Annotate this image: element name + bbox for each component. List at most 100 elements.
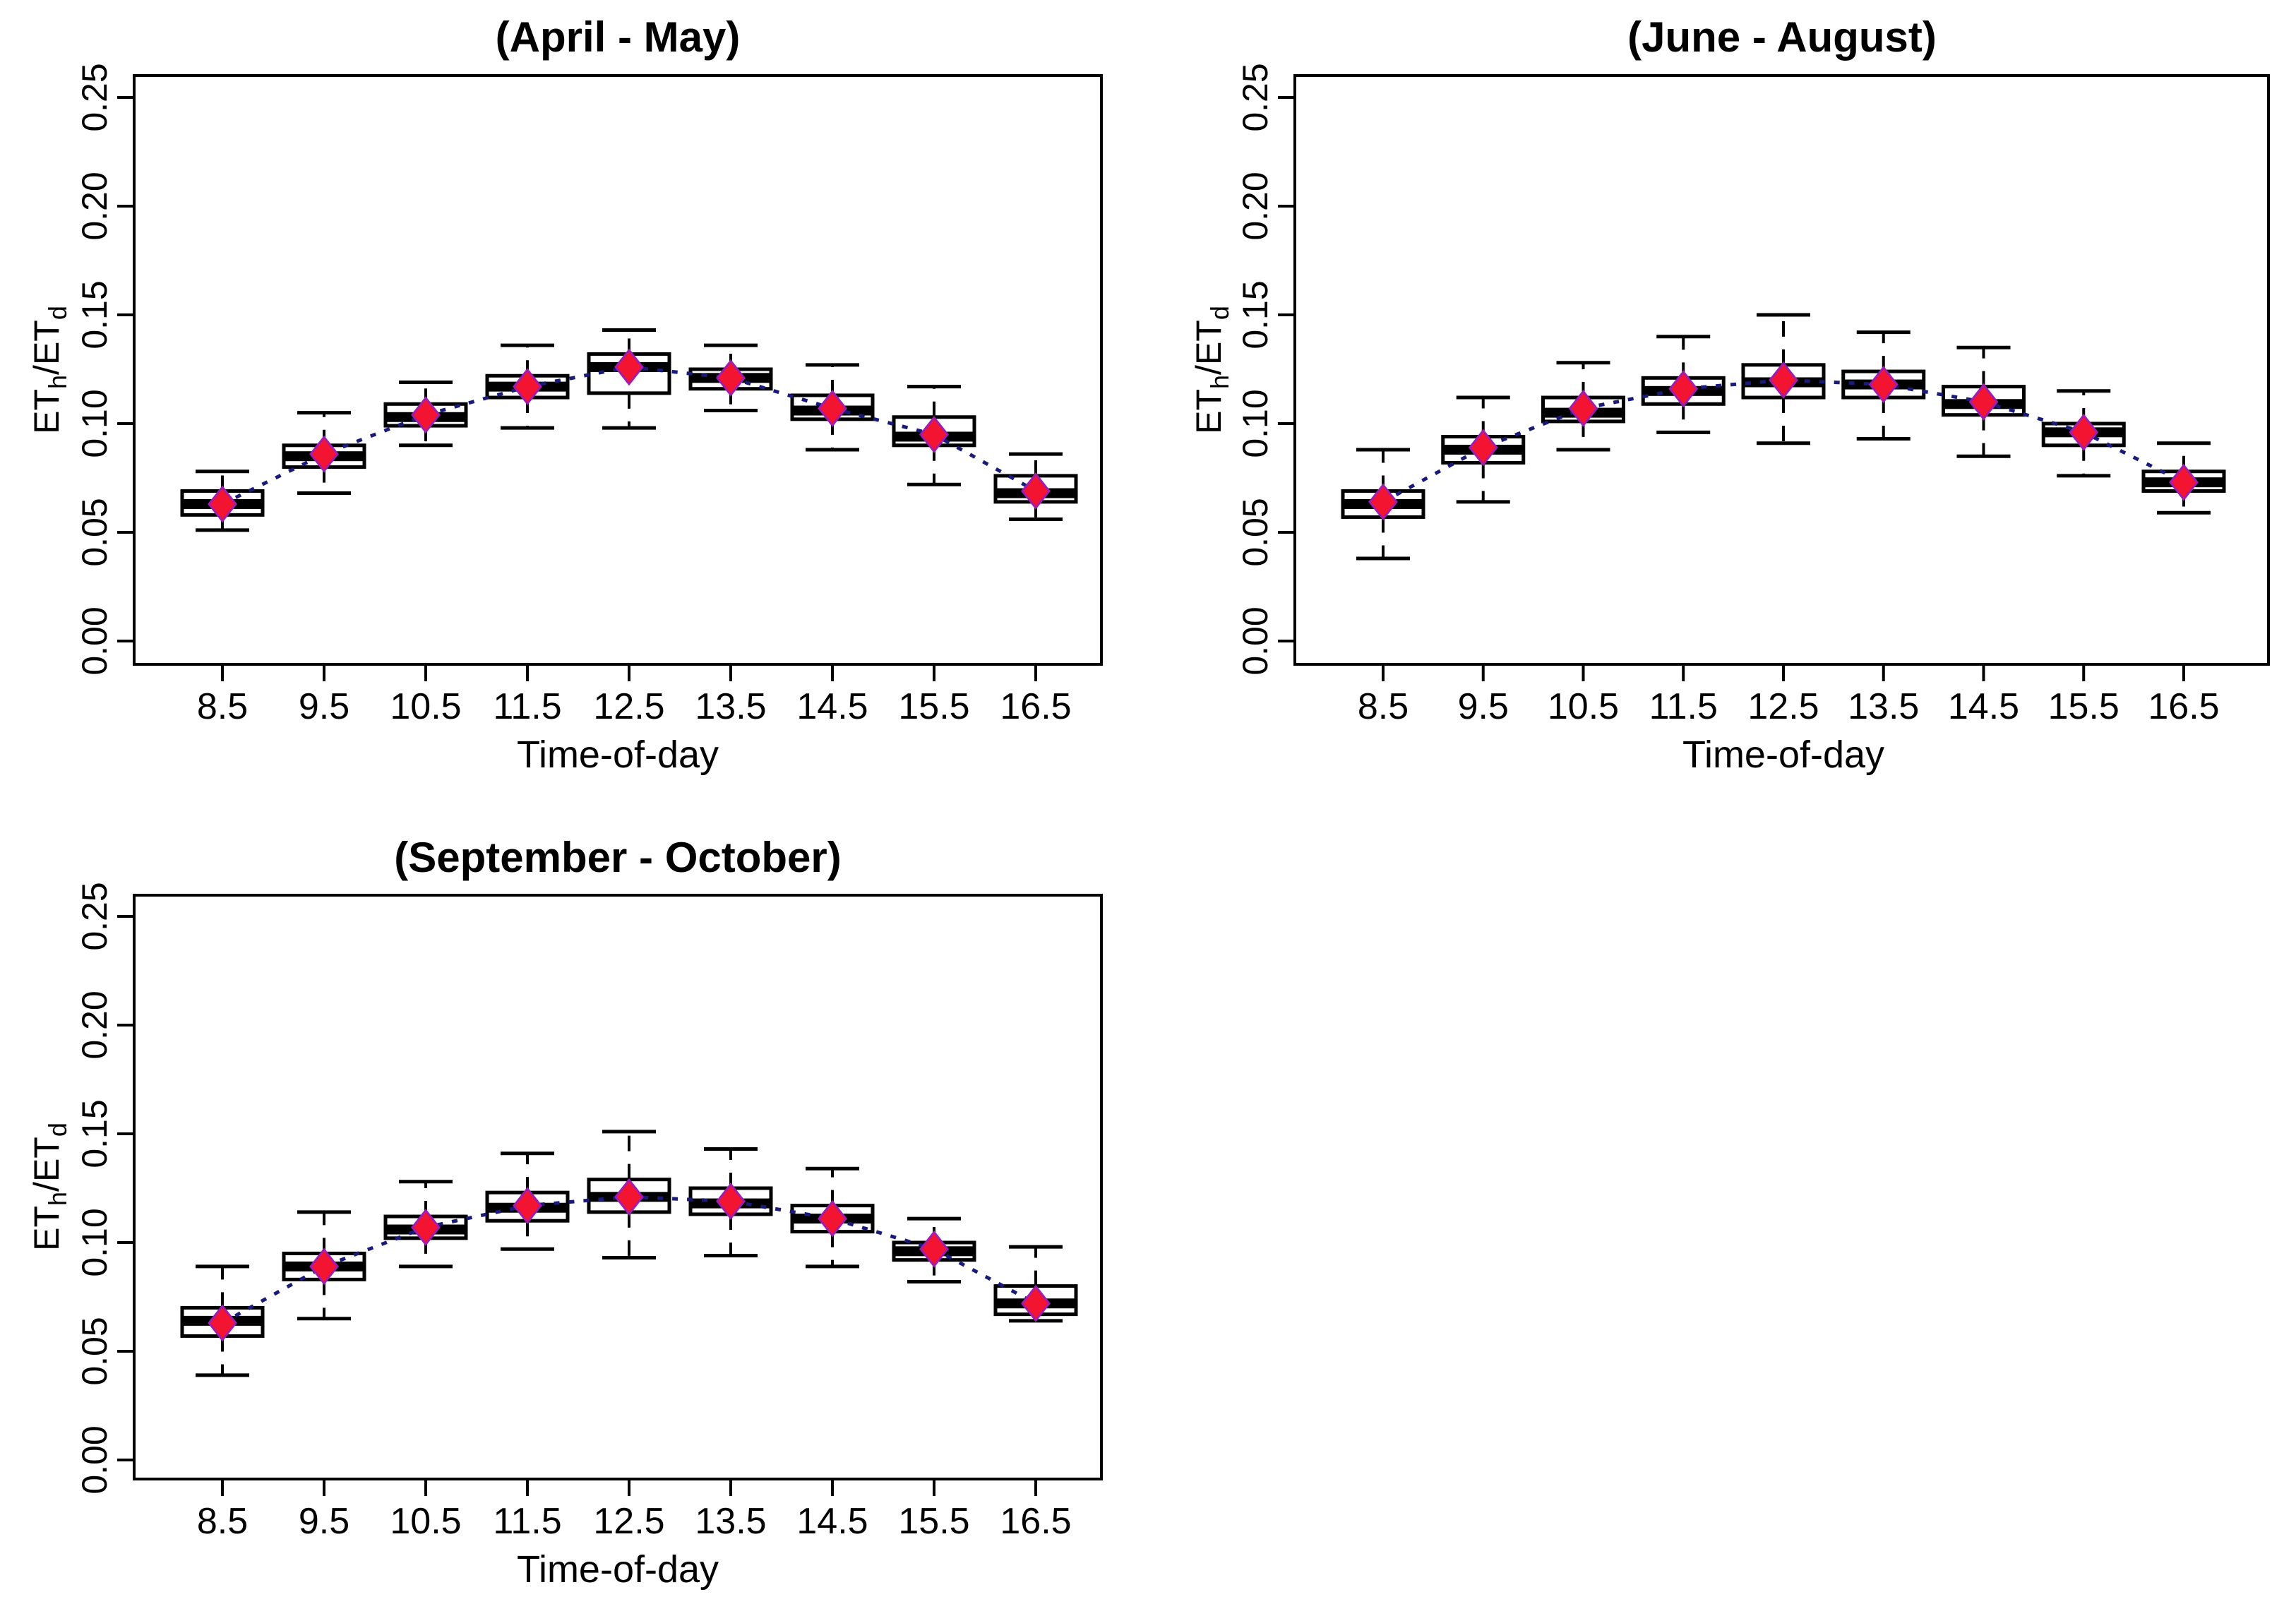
x-tick-label: 12.5 xyxy=(1747,686,1819,727)
mean-diamond xyxy=(818,390,847,427)
x-tick-label: 16.5 xyxy=(1000,686,1071,727)
plot-border xyxy=(1293,74,2270,666)
x-tick-label: 15.5 xyxy=(898,1501,969,1542)
mean-diamond xyxy=(2169,463,2199,501)
x-tick-label: 11.5 xyxy=(1649,686,1718,727)
y-axis-label-text: /ET xyxy=(27,320,66,375)
x-tick-label: 13.5 xyxy=(1848,686,1919,727)
x-tick-label: 16.5 xyxy=(2148,686,2219,727)
y-axis-label-text: ET xyxy=(27,388,66,434)
mean-diamond xyxy=(1021,472,1051,510)
y-axis-label-text: /ET xyxy=(1189,320,1228,375)
panel-title-june-august: (June - August) xyxy=(1627,13,1937,61)
y-axis-label-sub: h xyxy=(1205,374,1234,389)
x-tick-label: 8.5 xyxy=(1358,686,1409,727)
x-tick-label: 9.5 xyxy=(299,1501,349,1542)
y-tick-label: 0.20 xyxy=(75,172,114,240)
mean-diamond xyxy=(411,1209,441,1246)
x-tick-label: 10.5 xyxy=(390,1501,461,1542)
x-tick-label: 13.5 xyxy=(695,686,766,727)
mean-line xyxy=(1382,378,2185,504)
y-tick-label: 0.25 xyxy=(75,882,114,950)
y-axis-label-text: ET xyxy=(27,1205,66,1251)
panel-1: 0.00 0.05 0.10 0.15 0.20 0.25 8.5 9.5 10.5 11.5 12… xyxy=(75,63,1103,727)
mean-diamond xyxy=(208,1304,237,1342)
mean-diamond xyxy=(1568,390,1598,427)
panel-title-september-october: (September - October) xyxy=(394,834,842,881)
y-axis-label-sub: d xyxy=(43,306,72,321)
x-axis-label: Time-of-day xyxy=(516,734,719,776)
y-tick-label: 0.15 xyxy=(1236,280,1275,349)
x-tick-label: 8.5 xyxy=(197,1501,248,1542)
mean-diamond xyxy=(208,485,237,523)
y-axis-label-text: /ET xyxy=(27,1137,66,1192)
y-axis-label: ETh/ETd xyxy=(1188,306,1235,434)
y-axis-label: ETh/ETd xyxy=(26,1123,73,1251)
plot-border xyxy=(133,74,1103,666)
mean-diamond xyxy=(716,1183,746,1220)
mean-diamond xyxy=(1021,1284,1051,1322)
y-tick-label: 0.05 xyxy=(75,1317,114,1385)
y-tick-label: 0.00 xyxy=(1236,606,1275,675)
x-tick-label: 10.5 xyxy=(390,686,461,727)
y-tick-label: 0.20 xyxy=(75,990,114,1059)
mean-diamond xyxy=(411,396,441,434)
x-tick-label: 14.5 xyxy=(796,686,868,727)
y-tick-label: 0.10 xyxy=(75,1208,114,1276)
y-axis-label-sub: d xyxy=(1205,306,1234,321)
x-tick-label: 9.5 xyxy=(299,686,349,727)
x-axis-label: Time-of-day xyxy=(1682,734,1885,776)
x-tick-label: 14.5 xyxy=(1948,686,2019,727)
mean-diamond xyxy=(513,1187,542,1225)
x-tick-label: 11.5 xyxy=(493,686,561,727)
mean-diamond xyxy=(716,359,746,397)
y-tick-label: 0.10 xyxy=(75,389,114,457)
mean-diamond xyxy=(614,1178,644,1216)
panel-2: 0.00 0.05 0.10 0.15 0.20 0.25 8.5 9.5 10.5 11.5 12… xyxy=(1236,63,2270,727)
mean-diamond xyxy=(2069,413,2099,451)
y-axis-label-sub: d xyxy=(43,1123,72,1137)
mean-diamond xyxy=(1668,370,1699,408)
x-tick-label: 10.5 xyxy=(1548,686,1619,727)
mean-diamond xyxy=(818,1199,847,1238)
y-tick-label: 0.15 xyxy=(75,280,114,349)
x-tick-label: 13.5 xyxy=(695,1501,766,1542)
mean-diamond xyxy=(309,1247,339,1286)
y-axis-label-sub: h xyxy=(43,374,72,389)
panel-3: 0.00 0.05 0.10 0.15 0.20 0.25 8.5 9.5 10.5 11.5 12… xyxy=(75,882,1103,1542)
mean-diamond xyxy=(1368,483,1398,521)
y-tick-label: 0.10 xyxy=(1236,389,1275,457)
y-tick-label: 0.05 xyxy=(75,498,114,566)
y-tick-label: 0.25 xyxy=(1236,63,1275,131)
y-tick-label: 0.15 xyxy=(75,1099,114,1168)
y-tick-label: 0.00 xyxy=(75,606,114,675)
plot-border xyxy=(133,894,1103,1480)
mean-diamond xyxy=(1968,383,1999,421)
x-tick-label: 12.5 xyxy=(593,686,664,727)
x-tick-label: 15.5 xyxy=(2048,686,2119,727)
panel-title-april-may: (April - May) xyxy=(495,13,741,61)
x-tick-label: 16.5 xyxy=(1000,1501,1071,1542)
x-tick-label: 14.5 xyxy=(796,1501,868,1542)
x-axis-label: Time-of-day xyxy=(516,1548,719,1591)
mean-diamond xyxy=(919,1230,949,1268)
y-tick-label: 0.20 xyxy=(1236,172,1275,240)
y-axis-label: ETh/ETd xyxy=(26,306,73,434)
x-tick-label: 15.5 xyxy=(898,686,969,727)
x-tick-label: 9.5 xyxy=(1458,686,1509,727)
x-tick-label: 12.5 xyxy=(593,1501,664,1542)
y-tick-label: 0.05 xyxy=(1236,498,1275,566)
y-tick-label: 0.00 xyxy=(75,1425,114,1494)
mean-diamond xyxy=(919,415,949,453)
x-tick-label: 8.5 xyxy=(197,686,248,727)
x-tick-label: 11.5 xyxy=(493,1501,561,1542)
mean-diamond xyxy=(309,435,339,473)
y-axis-label-sub: h xyxy=(43,1191,72,1206)
y-tick-label: 0.25 xyxy=(75,63,114,131)
mean-diamond xyxy=(614,348,644,386)
mean-diamond xyxy=(513,368,542,406)
y-axis-label-text: ET xyxy=(1189,388,1228,434)
mean-diamond xyxy=(1468,429,1498,467)
